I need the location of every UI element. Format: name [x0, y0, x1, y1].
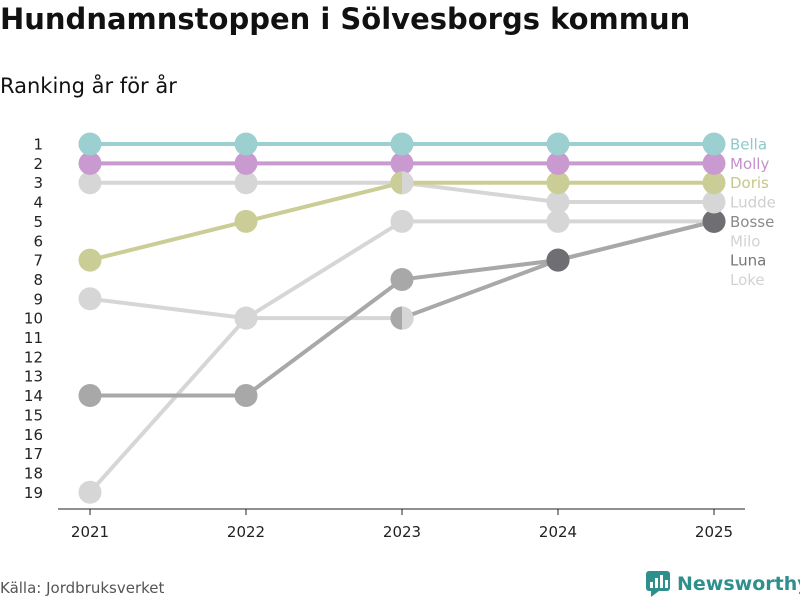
y-tick-label: 2	[33, 155, 43, 173]
series-markers	[78, 132, 726, 504]
y-tick-label: 13	[24, 368, 43, 386]
source-note: Källa: Jordbruksverket	[0, 579, 165, 597]
y-tick-label: 5	[33, 213, 43, 231]
point-ludde	[234, 171, 258, 195]
point-bella	[546, 132, 570, 156]
point-milo	[390, 209, 414, 233]
y-tick-label: 7	[33, 252, 43, 270]
point-ludde	[78, 171, 102, 195]
brand-logo: Newsworthy	[645, 570, 800, 598]
series-line-milo	[88, 219, 716, 495]
y-tick-label: 16	[24, 426, 43, 444]
chart-title: Hundnamnstoppen i Sölvesborgs kommun	[0, 2, 691, 36]
y-tick-label: 10	[24, 310, 43, 328]
shared-point-luna-loke-right-half	[402, 306, 414, 330]
point-bella	[702, 132, 726, 156]
series-label-bella: Bella	[730, 136, 767, 154]
point-bosse	[702, 209, 726, 233]
x-tick-label: 2025	[695, 523, 733, 541]
point-loke	[78, 287, 102, 311]
point-bosse	[234, 384, 258, 408]
x-tick-label: 2022	[227, 523, 265, 541]
shared-point-doris-ludde-right-half	[402, 171, 414, 195]
series-label-loke: Loke	[730, 271, 765, 289]
point-bella	[78, 132, 102, 156]
point-milo	[78, 480, 102, 504]
y-tick-label: 1	[33, 136, 43, 154]
y-tick-label: 4	[33, 194, 43, 212]
point-molly	[390, 151, 414, 175]
y-tick-label: 8	[33, 271, 43, 289]
point-ludde	[702, 190, 726, 214]
series-label-bosse: Bosse	[730, 213, 774, 231]
x-tick-label: 2024	[539, 523, 577, 541]
point-doris	[546, 171, 570, 195]
series-label-milo: Milo	[730, 232, 760, 250]
x-tick-label: 2021	[71, 523, 109, 541]
point-molly	[234, 151, 258, 175]
series-label-molly: Molly	[730, 155, 769, 173]
chart-subtitle: Ranking år för år	[0, 74, 177, 98]
y-tick-label: 14	[24, 387, 43, 405]
point-doris	[702, 171, 726, 195]
point-bosse	[546, 248, 570, 272]
y-tick-label: 3	[33, 174, 43, 192]
y-tick-label: 15	[24, 406, 43, 424]
y-tick-label: 6	[33, 232, 43, 250]
x-tick-label: 2023	[383, 523, 421, 541]
y-tick-label: 18	[24, 464, 43, 482]
y-tick-label: 12	[24, 348, 43, 366]
y-tick-label: 19	[24, 484, 43, 502]
point-doris	[78, 248, 102, 272]
point-molly	[546, 151, 570, 175]
point-bella	[390, 132, 414, 156]
point-doris	[234, 209, 258, 233]
newsworthy-logo-icon	[646, 571, 670, 597]
point-molly	[702, 151, 726, 175]
x-axis: 2021 2022 2023 2024 2025	[58, 508, 745, 541]
series-label-doris: Doris	[730, 174, 769, 192]
point-bosse	[390, 267, 414, 291]
shared-point-luna-loke-left-half	[390, 306, 402, 330]
point-milo	[234, 306, 258, 330]
point-molly	[78, 151, 102, 175]
y-tick-label: 17	[24, 445, 43, 463]
point-milo	[546, 209, 570, 233]
point-ludde	[546, 190, 570, 214]
y-tick-label: 11	[24, 329, 43, 347]
point-bosse	[78, 384, 102, 408]
y-tick-label: 9	[33, 290, 43, 308]
series-label-luna: Luna	[730, 252, 766, 270]
shared-point-doris-ludde-left-half	[390, 171, 402, 195]
point-bella	[234, 132, 258, 156]
series-label-ludde: Ludde	[730, 194, 776, 212]
brand-name: Newsworthy	[677, 573, 800, 595]
